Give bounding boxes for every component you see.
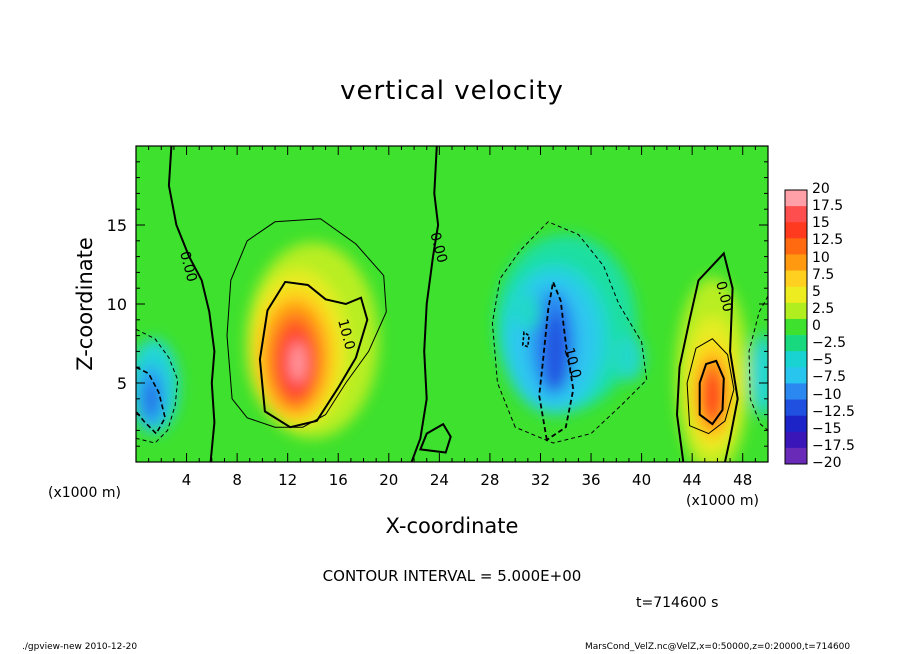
plot-field: [136, 146, 768, 462]
x-tick-label-32: 32: [531, 471, 550, 489]
colorbar-swatch-11: [785, 351, 807, 368]
y-tick-label-5: 5: [117, 374, 127, 393]
colorbar: [784, 189, 808, 465]
neg-contour-10-center: [538, 278, 575, 442]
colorbar-label: −7.5: [812, 369, 846, 386]
colorbar-label: −5: [812, 352, 833, 369]
contour-label-1: 0.00: [176, 249, 200, 283]
field-blob-12: [544, 310, 568, 393]
colorbar-label: 10: [812, 249, 830, 266]
contour-10-left: [258, 280, 369, 429]
colorbar-swatch-14: [785, 399, 807, 416]
x-tick-label-12: 12: [278, 471, 297, 489]
colorbar-label: 5: [812, 283, 821, 300]
x-unit-right: (x1000 m): [686, 493, 759, 509]
neg-contour-10-small: [521, 331, 530, 348]
colorbar-swatch-13: [785, 383, 807, 400]
colorbar-swatch-7: [785, 286, 807, 304]
colorbar-swatch-12: [785, 367, 807, 384]
colorbar-label: −2.5: [812, 335, 846, 352]
zero-contour-left: [167, 146, 216, 462]
neg-contour-5-center: [491, 221, 648, 444]
chart-title: vertical velocity: [340, 76, 564, 106]
field-blob-21: [750, 334, 768, 417]
colorbar-label: −20: [812, 455, 842, 471]
x-tick-label-24: 24: [430, 471, 449, 489]
footer-left: ./gpview-new 2010-12-20: [22, 642, 138, 652]
colorbar-swatch-6: [785, 270, 807, 288]
footer-right: MarsCond_VelZ.nc@VelZ,x=0:50000,z=0:2000…: [585, 642, 851, 652]
contour-label-2: 10.0: [334, 317, 358, 351]
colorbar-label: −17.5: [812, 437, 855, 454]
contour-10-right: [698, 359, 725, 426]
field-blob-17: [702, 370, 723, 421]
colorbar-swatch-1: [785, 190, 807, 207]
colorbar-swatch-2: [785, 206, 807, 223]
zero-contour-center: [410, 146, 440, 462]
time-label: t=714600 s: [636, 595, 719, 611]
field-blob-23: [515, 292, 541, 331]
neg-contour-5-left: [136, 328, 179, 444]
field-blob-20: [143, 379, 159, 418]
y-axis-label: Z-coordinate: [73, 237, 97, 371]
x-tick-label-20: 20: [379, 471, 398, 489]
neg-contour-5-right: [748, 295, 768, 431]
x-tick-label-16: 16: [329, 471, 348, 489]
neg-contour-10-left: [136, 366, 166, 435]
colorbar-swatch-5: [785, 254, 807, 271]
field-background: [136, 146, 768, 462]
x-axis-label: X-coordinate: [385, 514, 519, 538]
contour-5-right: [686, 338, 735, 435]
colorbar-label: −10: [812, 386, 842, 403]
colorbar-label: 17.5: [812, 198, 844, 215]
contour-label-3: 0.00: [426, 231, 450, 265]
colorbar-swatch-15: [785, 415, 807, 433]
field-blob-22: [613, 334, 645, 382]
colorbar-label: 7.5: [812, 266, 835, 283]
colorbar-label: −15: [812, 420, 842, 437]
x-tick-label-36: 36: [581, 471, 600, 489]
x-tick-label-4: 4: [182, 471, 192, 489]
y-tick-label-10: 10: [107, 295, 127, 314]
colorbar-frame: [784, 189, 808, 465]
x-tick-label-28: 28: [480, 471, 499, 489]
colorbar-swatch-4: [785, 238, 807, 255]
contour-label-5: 0.00: [712, 280, 736, 314]
colorbar-label: 0: [812, 318, 821, 334]
colorbar-label: −12.5: [812, 403, 855, 420]
x-tick-label-40: 40: [632, 471, 651, 489]
colorbar-label: 2.5: [812, 300, 835, 317]
x-tick-label-48: 48: [733, 471, 752, 489]
colorbar-swatch-3: [785, 222, 807, 239]
zero-contour-right: [675, 251, 739, 462]
colorbar-swatch-9: [785, 318, 807, 336]
colorbar-label: 12.5: [812, 232, 844, 249]
colorbar-label: 20: [812, 181, 830, 197]
y-tick-label-15: 15: [107, 216, 127, 235]
colorbar-swatch-10: [785, 335, 807, 352]
x-unit-left: (x1000 m): [48, 485, 121, 501]
colorbar-swatch-16: [785, 431, 807, 449]
colorbar-label: 15: [812, 215, 830, 232]
x-tick-label-44: 44: [683, 471, 702, 489]
contour-label-4: 10.0: [560, 346, 584, 380]
contour-interval-label: CONTOUR INTERVAL = 5.000E+00: [322, 567, 582, 585]
zero-contour-bottom: [418, 422, 452, 454]
x-tick-label-8: 8: [232, 471, 242, 489]
field-blob-7: [290, 341, 306, 383]
colorbar-swatch-17: [785, 447, 807, 465]
colorbar-swatch-8: [785, 302, 807, 320]
